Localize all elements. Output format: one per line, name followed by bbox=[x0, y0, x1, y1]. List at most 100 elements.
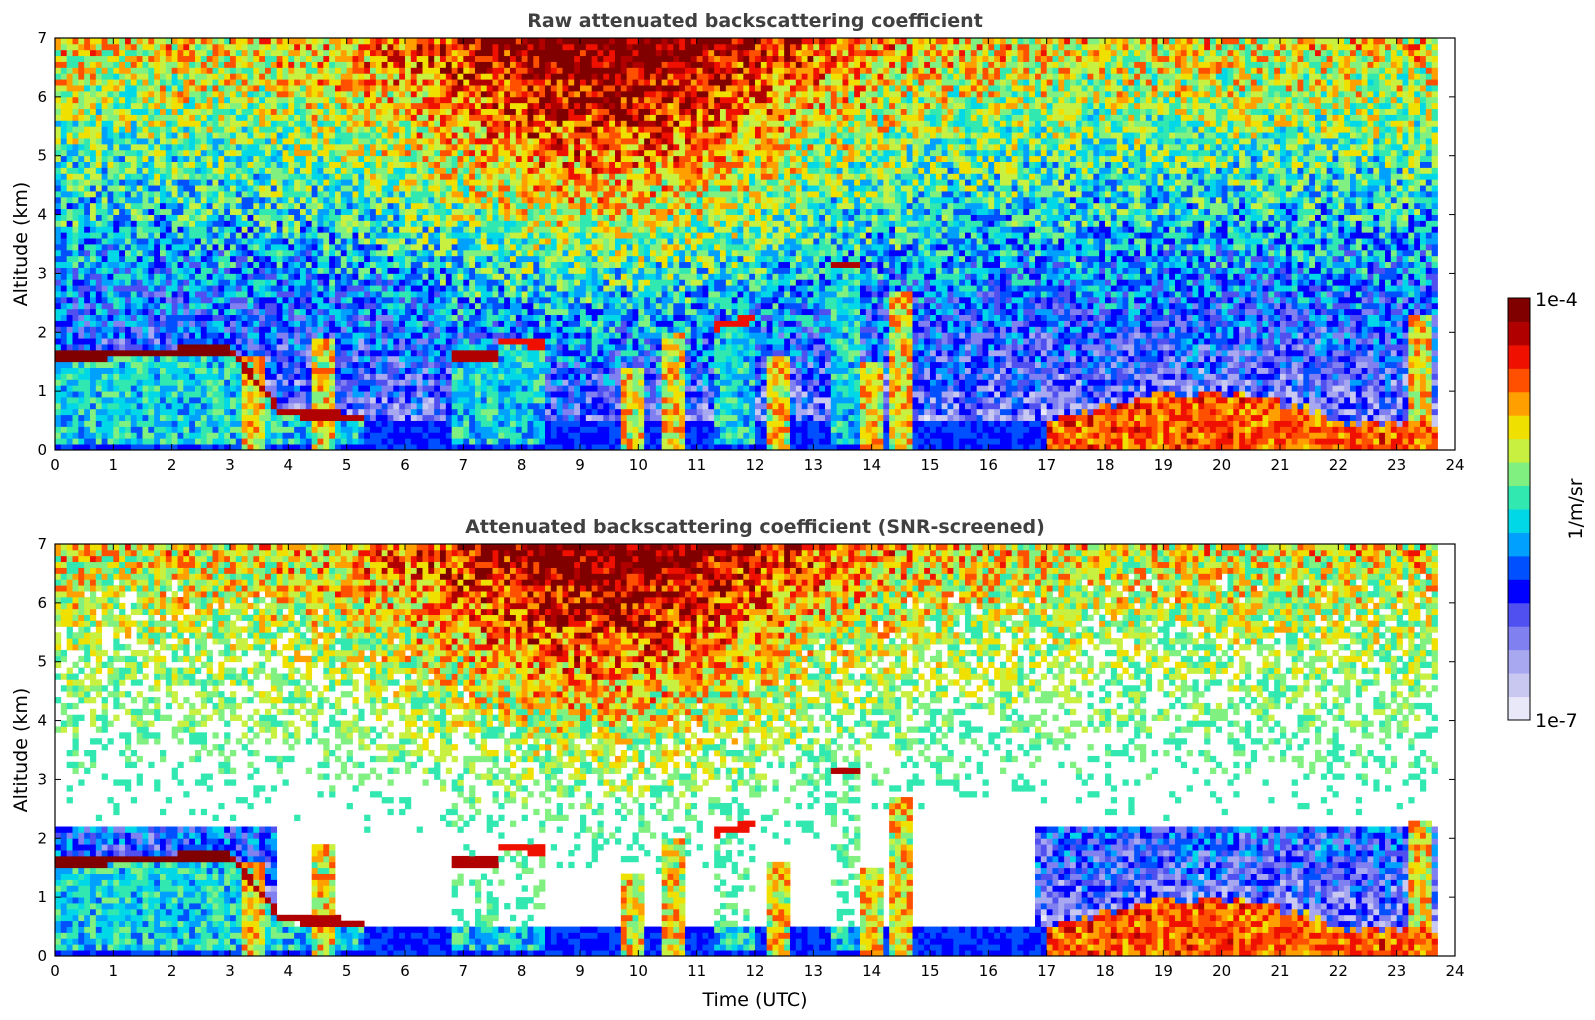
heatmap-cell bbox=[387, 226, 394, 233]
heatmap-cell bbox=[282, 96, 289, 104]
heatmap-cell bbox=[352, 438, 359, 445]
heatmap-cell bbox=[90, 426, 97, 433]
heatmap-cell bbox=[451, 79, 458, 86]
heatmap-cell bbox=[206, 332, 213, 339]
heatmap-cell bbox=[160, 85, 167, 92]
heatmap-cell bbox=[399, 379, 406, 386]
heatmap-cell bbox=[300, 202, 307, 210]
heatmap-cell bbox=[305, 155, 313, 162]
heatmap-cell bbox=[422, 367, 429, 374]
heatmap-cell bbox=[142, 138, 149, 145]
heatmap-cell bbox=[206, 208, 213, 215]
heatmap-cell bbox=[148, 179, 155, 186]
heatmap-cell bbox=[393, 232, 400, 239]
heatmap-cell bbox=[119, 149, 126, 157]
heatmap-cell bbox=[230, 85, 237, 92]
heatmap-cell bbox=[422, 196, 429, 204]
heatmap-cell bbox=[55, 344, 62, 351]
heatmap-cell bbox=[276, 208, 283, 215]
heatmap-cell bbox=[160, 226, 167, 233]
heatmap-cell bbox=[329, 232, 336, 239]
heatmap-cell bbox=[405, 173, 412, 180]
heatmap-cell bbox=[317, 90, 324, 98]
heatmap-cell bbox=[95, 67, 103, 74]
heatmap-cell bbox=[101, 338, 108, 345]
heatmap-cell bbox=[440, 120, 447, 127]
heatmap-cell bbox=[445, 397, 453, 404]
heatmap-cell bbox=[393, 420, 400, 427]
heatmap-cell bbox=[230, 273, 237, 280]
heatmap-cell bbox=[125, 302, 132, 310]
heatmap-cell bbox=[195, 244, 202, 251]
heatmap-cell bbox=[305, 43, 313, 51]
heatmap-cell bbox=[165, 90, 173, 98]
heatmap-cell bbox=[165, 73, 173, 80]
heatmap-cell bbox=[416, 85, 423, 92]
heatmap-cell bbox=[136, 267, 143, 274]
heatmap-cell bbox=[177, 167, 184, 174]
heatmap-cell bbox=[55, 408, 62, 416]
heatmap-cell bbox=[224, 379, 231, 386]
heatmap-cell bbox=[60, 132, 68, 139]
heatmap-cell bbox=[107, 43, 114, 51]
heatmap-cell bbox=[66, 408, 73, 416]
heatmap-cell bbox=[463, 126, 470, 133]
heatmap-cell bbox=[270, 367, 278, 374]
heatmap-cell bbox=[113, 444, 120, 450]
heatmap-cell bbox=[113, 79, 120, 86]
heatmap-cell bbox=[230, 196, 237, 204]
heatmap-cell bbox=[55, 414, 62, 421]
heatmap-cell bbox=[352, 220, 359, 227]
heatmap-cell bbox=[311, 408, 318, 416]
heatmap-cell bbox=[387, 85, 394, 92]
heatmap-cell bbox=[78, 132, 85, 139]
heatmap-cell bbox=[95, 191, 103, 198]
heatmap-cell bbox=[101, 79, 108, 86]
heatmap-cell bbox=[451, 408, 458, 416]
heatmap-cell bbox=[434, 102, 441, 110]
heatmap-cell bbox=[305, 61, 313, 68]
heatmap-cell bbox=[416, 385, 423, 392]
heatmap-cell bbox=[136, 196, 143, 204]
heatmap-cell bbox=[160, 155, 167, 162]
heatmap-cell bbox=[399, 349, 406, 357]
heatmap-cell bbox=[375, 302, 383, 310]
heatmap-cell bbox=[148, 85, 155, 92]
heatmap-cell bbox=[130, 361, 138, 368]
heatmap-cell bbox=[340, 196, 348, 204]
heatmap-cell bbox=[410, 244, 418, 251]
heatmap-cell bbox=[125, 79, 132, 86]
heatmap-cell bbox=[142, 238, 149, 245]
heatmap-cell bbox=[230, 114, 237, 121]
heatmap-cell bbox=[195, 132, 202, 139]
heatmap-cell bbox=[218, 61, 225, 68]
heatmap-cell bbox=[160, 143, 167, 151]
heatmap-cell bbox=[405, 367, 412, 374]
heatmap-cell bbox=[300, 196, 307, 204]
heatmap-cell bbox=[364, 314, 371, 321]
heatmap-cell bbox=[405, 432, 412, 439]
heatmap-cell bbox=[358, 138, 365, 145]
heatmap-cell bbox=[405, 349, 412, 357]
heatmap-cell bbox=[428, 96, 435, 104]
heatmap-cell bbox=[241, 143, 248, 151]
heatmap-cell bbox=[323, 296, 330, 304]
heatmap-cell bbox=[107, 391, 114, 398]
heatmap-cell bbox=[130, 385, 138, 392]
heatmap-cell bbox=[160, 149, 167, 157]
heatmap-cell bbox=[457, 214, 464, 221]
heatmap-cell bbox=[200, 338, 208, 345]
heatmap-cell bbox=[329, 90, 336, 98]
heatmap-cell bbox=[218, 85, 225, 92]
heatmap-cell bbox=[294, 226, 301, 233]
heatmap-cell bbox=[101, 444, 108, 450]
heatmap-cell bbox=[370, 273, 377, 280]
heatmap-cell bbox=[317, 167, 324, 174]
heatmap-cell bbox=[177, 173, 184, 180]
heatmap-cell bbox=[177, 444, 184, 450]
heatmap-cell bbox=[212, 173, 219, 180]
heatmap-cell bbox=[130, 267, 138, 274]
heatmap-cell bbox=[189, 267, 196, 274]
heatmap-cell bbox=[154, 385, 161, 392]
heatmap-cell bbox=[78, 273, 85, 280]
